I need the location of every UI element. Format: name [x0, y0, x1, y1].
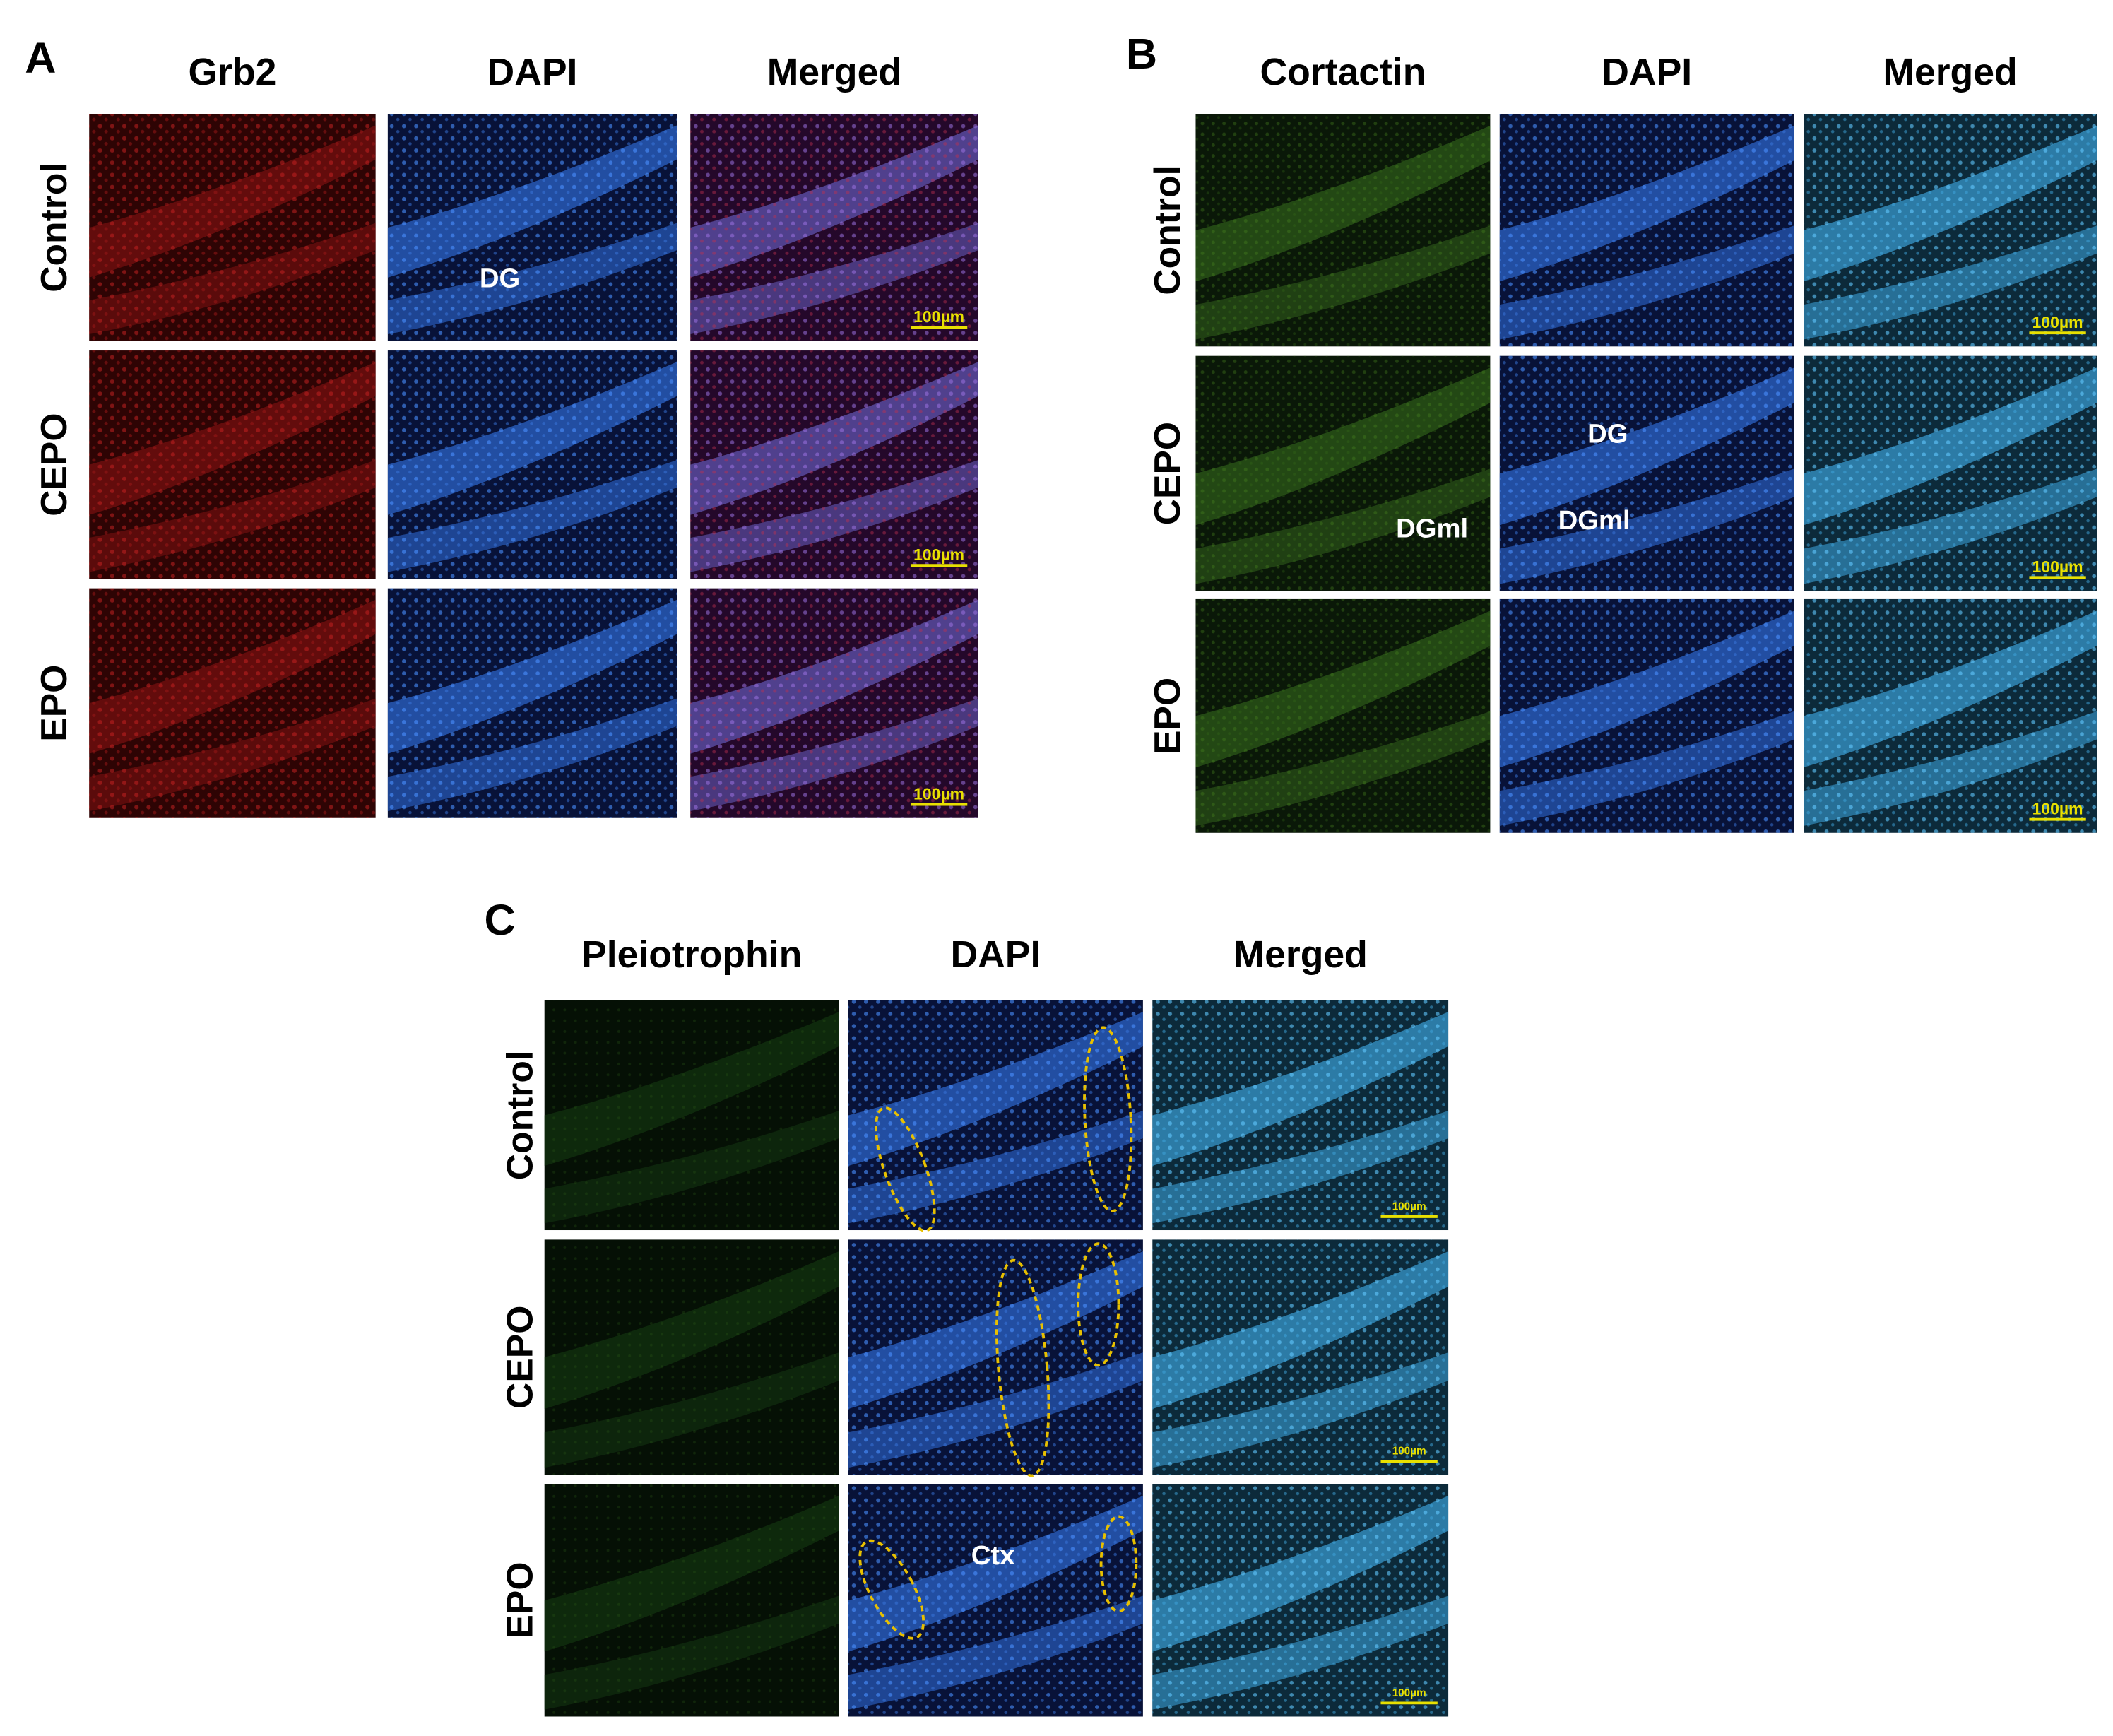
nuclei-texture: [1499, 114, 1794, 347]
scale-bar-label: 100µm: [2032, 557, 2083, 576]
region-annotation: Ctx: [971, 1540, 1015, 1571]
highlight-ellipse: [995, 1258, 1050, 1477]
panel-letter: B: [1126, 30, 1157, 78]
row-label: EPO: [33, 665, 74, 742]
highlight-ellipse: [858, 1539, 925, 1640]
scale-bar-label: 100µm: [913, 545, 964, 564]
highlight-ellipse: [1099, 1515, 1138, 1613]
nuclei-texture: [1499, 598, 1794, 833]
nuclei-texture: [1152, 1000, 1449, 1231]
nuclei-texture: [690, 350, 978, 579]
column-header: Merged: [1233, 934, 1368, 976]
column-header: DAPI: [487, 52, 578, 93]
nuclei-texture: [1152, 1484, 1449, 1717]
column-header: Merged: [1883, 52, 2017, 93]
row-label: CEPO: [499, 1306, 540, 1409]
column-header: Merged: [767, 52, 901, 93]
region-annotation: DG: [480, 264, 520, 294]
scale-bar-label: 100µm: [913, 307, 964, 326]
nuclei-texture: [387, 588, 677, 818]
nuclei-texture: [848, 1000, 1143, 1231]
nuclei-texture: [1195, 355, 1491, 591]
nuclei-texture: [387, 350, 677, 579]
scale-bar-label: 100µm: [1392, 1201, 1426, 1213]
panel-letter: C: [484, 896, 515, 944]
nuclei-texture: [848, 1239, 1143, 1475]
scale-bar-label: 100µm: [2032, 799, 2083, 817]
column-header: Pleiotrophin: [581, 934, 802, 976]
region-annotation: DG: [1587, 419, 1628, 449]
nuclei-texture: [1195, 598, 1491, 833]
nuclei-texture: [89, 588, 376, 818]
nuclei-texture: [1804, 114, 2097, 347]
nuclei-texture: [544, 1239, 839, 1475]
column-header: DAPI: [950, 934, 1041, 976]
row-label: EPO: [499, 1562, 540, 1639]
panel-letter: A: [25, 34, 56, 82]
nuclei-texture: [1195, 114, 1491, 347]
column-header: DAPI: [1602, 52, 1692, 93]
nuclei-texture: [544, 1484, 839, 1717]
nuclei-texture: [690, 114, 978, 341]
scale-bar-label: 100µm: [913, 784, 964, 803]
row-label: Control: [499, 1051, 540, 1181]
region-annotation: DGml: [1396, 513, 1468, 543]
column-header: Grb2: [188, 52, 276, 93]
nuclei-texture: [1804, 355, 2097, 591]
nuclei-texture: [1499, 355, 1794, 591]
row-label: EPO: [1147, 678, 1188, 755]
nuclei-texture: [1152, 1239, 1449, 1475]
highlight-ellipse: [1077, 1242, 1120, 1367]
nuclei-texture: [848, 1484, 1143, 1717]
nuclei-texture: [690, 588, 978, 818]
scale-bar-label: 100µm: [1392, 1687, 1426, 1699]
row-label: Control: [33, 163, 74, 293]
nuclei-texture: [89, 114, 376, 341]
region-annotation: DGml: [1558, 505, 1630, 536]
nuclei-texture: [1804, 598, 2097, 833]
nuclei-texture: [544, 1000, 839, 1231]
row-label: CEPO: [33, 413, 74, 516]
highlight-ellipse: [875, 1106, 936, 1232]
scale-bar-label: 100µm: [1392, 1446, 1426, 1458]
scale-bar-label: 100µm: [2032, 313, 2083, 331]
nuclei-texture: [89, 350, 376, 579]
row-label: CEPO: [1147, 422, 1188, 525]
row-label: Control: [1147, 165, 1188, 295]
column-header: Cortactin: [1260, 52, 1426, 93]
nuclei-texture: [387, 114, 677, 341]
